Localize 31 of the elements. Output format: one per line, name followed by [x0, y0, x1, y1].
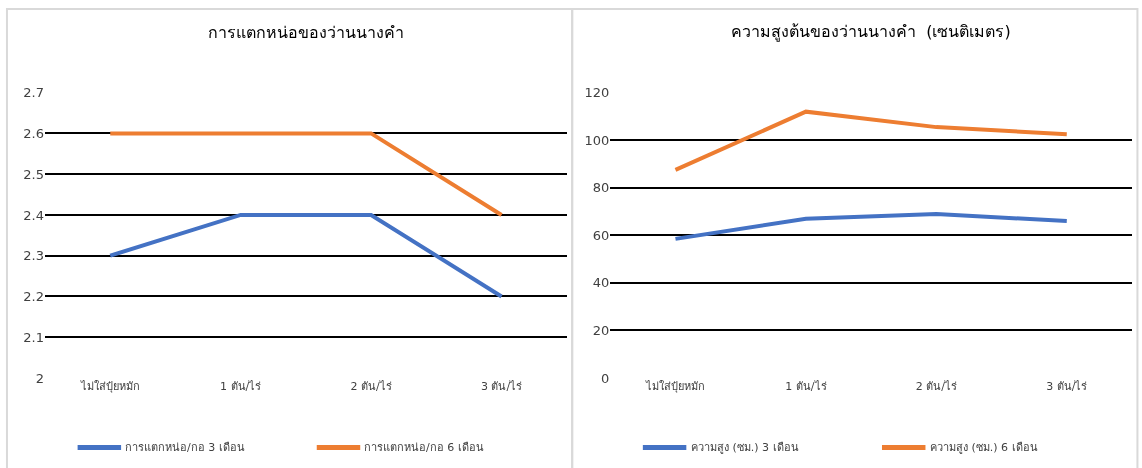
line-series [673, 109, 1069, 172]
y-tick-label: 0 [600, 370, 610, 386]
y-tick-label: 60 [592, 227, 610, 243]
y-tick-label: 2.1 [23, 329, 44, 345]
chart-title: การแตกหน่อของว่านนางคำ [208, 23, 404, 42]
y-tick-label: 2.7 [23, 85, 44, 101]
legend-label: ความสูง (ซม.) 3 เดือน [691, 441, 799, 454]
x-tick-label: 1 ตัน/ไร่ [785, 380, 827, 393]
x-tick-label: 2 ตัน/ไร่ [350, 380, 392, 393]
chart-title: ความสูงต้นของว่านนางคำ (เซนติเมตร) [731, 22, 1011, 42]
x-tick-label: ไม่ใส่ปุ๋ยหมัก [644, 380, 705, 393]
y-tick-label: 20 [592, 322, 610, 338]
y-tick-label: 2 [35, 370, 44, 386]
x-tick-label: 3 ตัน/ไร่ [1046, 380, 1088, 393]
legend-label: ความสูง (ซม.) 6 เดือน [930, 441, 1038, 454]
x-tick-label: ไม่ใส่ปุ๋ยหมัก [79, 380, 140, 393]
x-tick-label: 2 ตัน/ไร่ [915, 380, 957, 393]
y-tick-label: 120 [584, 85, 610, 101]
y-tick-label: 2.4 [23, 207, 44, 223]
y-tick-label: 80 [592, 180, 610, 196]
y-tick-label: 2.2 [23, 289, 44, 305]
legend-label: การแตกหน่อ/กอ 3 เดือน [125, 441, 245, 454]
x-tick-label: 1 ตัน/ไร่ [220, 380, 262, 393]
y-tick-label: 2.5 [23, 166, 44, 182]
legend-label: การแตกหน่อ/กอ 6 เดือน [364, 441, 484, 454]
line-series [673, 211, 1069, 241]
y-tick-label: 40 [592, 275, 610, 291]
y-tick-label: 100 [584, 132, 610, 148]
y-tick-label: 2.6 [23, 125, 44, 141]
y-tick-label: 2.3 [23, 248, 44, 264]
x-tick-label: 3 ตัน/ไร่ [480, 380, 523, 393]
